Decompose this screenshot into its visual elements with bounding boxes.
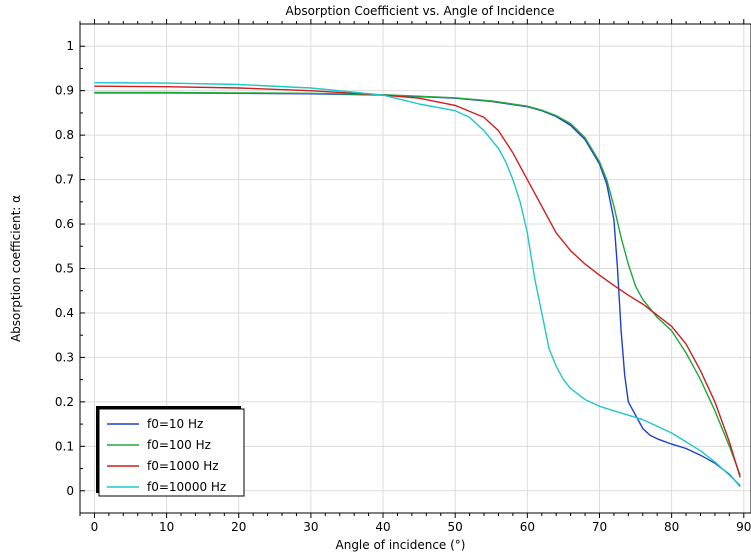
y-tick-label: 0.7 xyxy=(55,173,74,187)
legend-entry-2: f0=1000 Hz xyxy=(147,459,219,473)
x-tick-label: 30 xyxy=(303,520,318,534)
x-tick-label: 10 xyxy=(159,520,174,534)
x-tick-label: 60 xyxy=(520,520,535,534)
x-tick-label: 90 xyxy=(736,520,751,534)
y-tick-label: 0.6 xyxy=(55,217,74,231)
y-tick-label: 0.8 xyxy=(55,128,74,142)
series-line-3 xyxy=(94,82,741,486)
x-tick-label: 20 xyxy=(231,520,246,534)
axis-ticks: 0 10 20 30 40 50 60 70 80 90 0 0.1 0.2 0.3 0.4 0.5 0.6 0.… xyxy=(55,19,751,534)
legend-entry-0: f0=10 Hz xyxy=(147,417,203,431)
y-tick-label: 1 xyxy=(66,39,74,53)
y-tick-label: 0.1 xyxy=(55,439,74,453)
x-tick-label: 50 xyxy=(448,520,463,534)
x-tick-label: 70 xyxy=(592,520,607,534)
x-axis-label: Angle of incidence (°) xyxy=(336,538,466,552)
y-tick-label: 0.2 xyxy=(55,395,74,409)
y-tick-label: 0 xyxy=(66,484,74,498)
y-tick-label: 0.9 xyxy=(55,84,74,98)
series-line-1 xyxy=(94,91,741,476)
legend: f0=10 Hz f0=100 Hz f0=1000 Hz f0=10000 Hz xyxy=(96,406,245,497)
y-tick-label: 0.4 xyxy=(55,306,74,320)
y-tick-label: 0.5 xyxy=(55,262,74,276)
x-tick-label: 40 xyxy=(375,520,390,534)
plot-series xyxy=(94,82,741,487)
chart-title: Absorption Coefficient vs. Angle of Inci… xyxy=(286,4,555,18)
y-tick-label: 0.3 xyxy=(55,350,74,364)
x-tick-label: 0 xyxy=(91,520,99,534)
x-tick-label: 80 xyxy=(664,520,679,534)
series-line-2 xyxy=(94,85,741,478)
legend-entry-1: f0=100 Hz xyxy=(147,438,211,452)
y-axis-label: Absorption coefficient: α xyxy=(9,195,23,342)
legend-entry-3: f0=10000 Hz xyxy=(147,480,226,494)
